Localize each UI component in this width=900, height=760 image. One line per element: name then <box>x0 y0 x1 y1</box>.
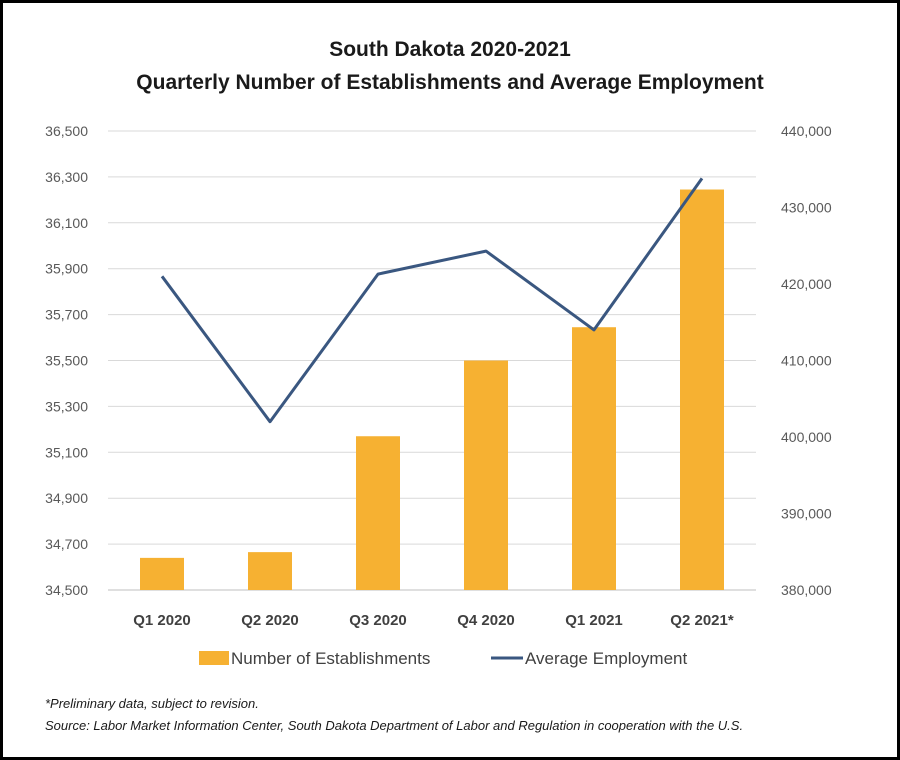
legend-label-employment: Average Employment <box>525 649 687 668</box>
bar-establishments <box>356 436 400 590</box>
legend-label-establishments: Number of Establishments <box>231 649 430 668</box>
y-right-tick-label: 440,000 <box>781 123 832 139</box>
bar-establishments <box>248 552 292 590</box>
y-left-tick-label: 36,300 <box>45 169 88 185</box>
y-left-tick-label: 35,900 <box>45 261 88 277</box>
y-left-tick-label: 34,500 <box>45 582 88 598</box>
bar-establishments <box>140 557 184 590</box>
footnotes: *Preliminary data, subject to revision. … <box>45 693 743 737</box>
footnote-preliminary: *Preliminary data, subject to revision. <box>45 696 259 711</box>
y-left-tick-label: 34,700 <box>45 536 88 552</box>
y-left-tick-label: 35,300 <box>45 398 88 414</box>
chart-subtitle: Quarterly Number of Establishments and A… <box>136 71 764 94</box>
y-right-tick-label: 390,000 <box>781 506 832 522</box>
footnote-source: Source: Labor Market Information Center,… <box>45 718 744 733</box>
y-right-tick-label: 400,000 <box>781 429 832 445</box>
chart-svg: 34,500 34,700 34,900 35,100 35,300 35,500 35,7… <box>45 123 832 668</box>
x-tick-label: Q2 2020 <box>241 612 299 629</box>
y-left-tick-label: 34,900 <box>45 490 88 506</box>
chart-title: South Dakota 2020-2021 <box>329 38 571 61</box>
bar-establishments <box>572 327 616 590</box>
bar-establishments <box>680 189 724 590</box>
y-right-tick-label: 430,000 <box>781 200 832 216</box>
y-right-tick-label: 410,000 <box>781 353 832 369</box>
y-left-tick-label: 35,700 <box>45 307 88 323</box>
x-tick-label: Q1 2021 <box>565 612 623 629</box>
y-left-tick-label: 36,500 <box>45 123 88 139</box>
x-tick-label: Q4 2020 <box>457 612 515 629</box>
y-right-tick-label: 420,000 <box>781 276 832 292</box>
legend-swatch-establishments <box>199 651 229 665</box>
x-tick-label: Q1 2020 <box>133 612 191 629</box>
y-right-tick-label: 380,000 <box>781 582 832 598</box>
y-left-tick-label: 35,100 <box>45 444 88 460</box>
line-average-employment <box>160 177 704 424</box>
y-left-tick-label: 36,100 <box>45 215 88 231</box>
y-left-tick-label: 35,500 <box>45 353 88 369</box>
chart-title-block: South Dakota 2020-2021 Quarterly Number … <box>3 33 897 99</box>
x-tick-label: Q3 2020 <box>349 612 407 629</box>
bar-establishments <box>464 360 508 590</box>
x-tick-label: Q2 2021* <box>670 612 734 629</box>
